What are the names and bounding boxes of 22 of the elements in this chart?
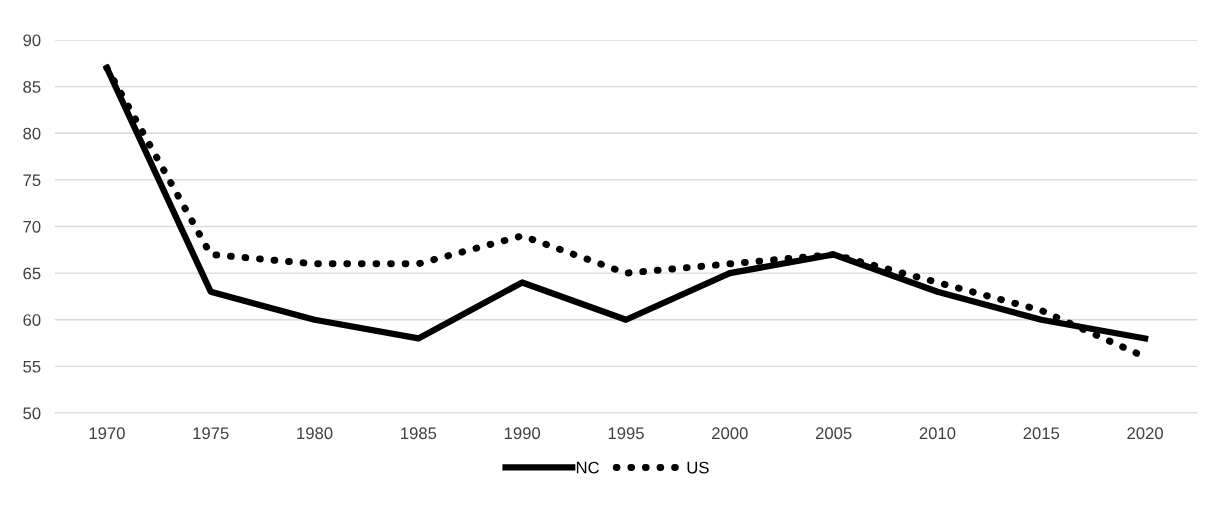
x-tick-label: 1995 bbox=[608, 427, 644, 440]
y-tick-label: 60 bbox=[23, 314, 41, 326]
x-tick-label: 2005 bbox=[815, 427, 852, 440]
x-tick-label: 2000 bbox=[712, 427, 748, 440]
legend-label: US bbox=[687, 461, 709, 474]
y-tick-label: 55 bbox=[23, 360, 41, 373]
x-tick-label: 1990 bbox=[504, 427, 541, 440]
y-tick-label: 70 bbox=[23, 220, 41, 233]
y-tick-label: 90 bbox=[23, 34, 41, 47]
y-tick-label: 75 bbox=[23, 174, 41, 187]
x-tick-label: 1970 bbox=[89, 427, 125, 440]
x-tick-label: 1975 bbox=[193, 427, 229, 440]
x-tick-label: 2015 bbox=[1023, 427, 1060, 440]
legend-label: NC bbox=[576, 461, 599, 474]
y-tick-label: 65 bbox=[23, 267, 41, 280]
y-tick-label: 50 bbox=[23, 407, 41, 420]
y-tick-label: 80 bbox=[23, 127, 41, 140]
x-tick-label: 2020 bbox=[1127, 427, 1163, 440]
y-tick-label: 85 bbox=[23, 81, 41, 93]
x-tick-label: 1985 bbox=[401, 427, 437, 440]
x-tick-label: 1980 bbox=[297, 427, 333, 440]
x-tick-label: 2010 bbox=[919, 427, 956, 440]
